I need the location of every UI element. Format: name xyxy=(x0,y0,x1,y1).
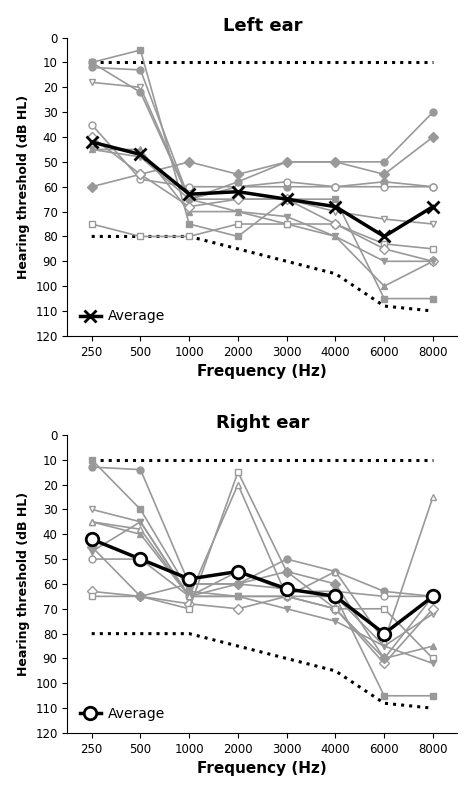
Title: Right ear: Right ear xyxy=(216,414,309,432)
X-axis label: Frequency (Hz): Frequency (Hz) xyxy=(198,761,327,776)
X-axis label: Frequency (Hz): Frequency (Hz) xyxy=(198,364,327,379)
Y-axis label: Hearing threshold (dB HL): Hearing threshold (dB HL) xyxy=(17,492,30,676)
Y-axis label: Hearing threshold (dB HL): Hearing threshold (dB HL) xyxy=(17,94,30,279)
Legend: Average: Average xyxy=(74,701,170,726)
Title: Left ear: Left ear xyxy=(223,17,302,35)
Legend: Average: Average xyxy=(74,304,170,329)
